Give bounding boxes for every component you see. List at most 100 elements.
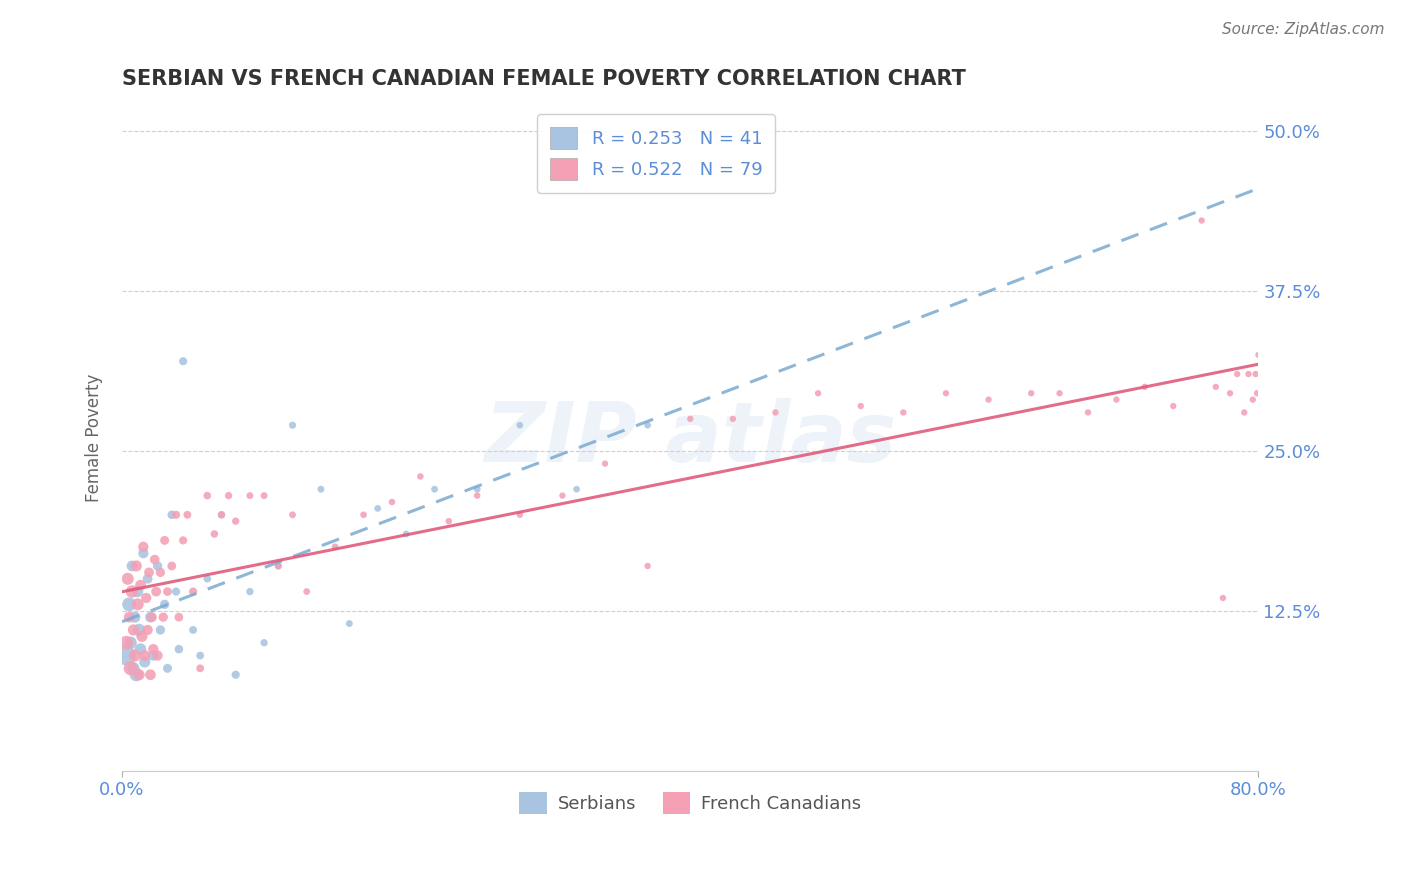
Point — [115, 636, 138, 650]
Point — [134, 655, 156, 669]
Point — [211, 508, 233, 522]
Point — [323, 540, 346, 554]
Point — [309, 482, 332, 496]
Point — [125, 667, 148, 681]
Point — [134, 648, 156, 663]
Point — [122, 661, 145, 675]
Point — [1244, 367, 1267, 381]
Point — [1191, 213, 1213, 227]
Point — [165, 508, 187, 522]
Point — [891, 405, 914, 419]
Point — [128, 623, 150, 637]
Point — [381, 495, 404, 509]
Point — [172, 354, 194, 368]
Point — [125, 558, 148, 573]
Point — [153, 533, 176, 548]
Point — [1212, 591, 1234, 605]
Point — [152, 610, 174, 624]
Point — [117, 572, 139, 586]
Point — [167, 642, 190, 657]
Point — [509, 508, 531, 522]
Point — [132, 546, 155, 560]
Point — [367, 501, 389, 516]
Point — [131, 629, 153, 643]
Point — [127, 584, 149, 599]
Point — [127, 598, 149, 612]
Point — [124, 648, 146, 663]
Point — [281, 418, 304, 433]
Point — [1247, 348, 1270, 362]
Point — [195, 489, 218, 503]
Point — [1105, 392, 1128, 407]
Point — [565, 482, 588, 496]
Point — [172, 533, 194, 548]
Point — [1241, 392, 1264, 407]
Point — [807, 386, 830, 401]
Point — [437, 514, 460, 528]
Point — [239, 489, 262, 503]
Point — [1219, 386, 1241, 401]
Point — [637, 558, 659, 573]
Point — [128, 667, 150, 681]
Point — [977, 392, 1000, 407]
Point — [141, 610, 163, 624]
Point — [181, 623, 204, 637]
Point — [160, 558, 183, 573]
Point — [132, 540, 155, 554]
Point — [637, 418, 659, 433]
Point — [143, 552, 166, 566]
Point — [153, 598, 176, 612]
Point — [138, 566, 160, 580]
Point — [593, 457, 616, 471]
Point — [253, 489, 276, 503]
Point — [721, 412, 744, 426]
Point — [267, 558, 290, 573]
Point — [465, 489, 488, 503]
Point — [149, 623, 172, 637]
Y-axis label: Female Poverty: Female Poverty — [86, 374, 103, 502]
Point — [120, 661, 142, 675]
Point — [409, 469, 432, 483]
Point — [195, 572, 218, 586]
Point — [167, 610, 190, 624]
Point — [551, 489, 574, 503]
Point — [160, 508, 183, 522]
Point — [135, 591, 157, 605]
Point — [139, 610, 162, 624]
Point — [202, 527, 225, 541]
Point — [1133, 380, 1156, 394]
Point — [1233, 405, 1256, 419]
Point — [139, 667, 162, 681]
Point — [1077, 405, 1099, 419]
Point — [765, 405, 787, 419]
Point — [115, 648, 138, 663]
Point — [142, 648, 165, 663]
Point — [188, 648, 211, 663]
Point — [145, 584, 167, 599]
Point — [267, 558, 290, 573]
Point — [679, 412, 702, 426]
Point — [465, 482, 488, 496]
Point — [142, 642, 165, 657]
Point — [225, 514, 247, 528]
Point — [176, 508, 198, 522]
Point — [149, 566, 172, 580]
Point — [118, 598, 141, 612]
Point — [1205, 380, 1227, 394]
Point — [1161, 399, 1184, 413]
Point — [239, 584, 262, 599]
Point — [129, 578, 152, 592]
Legend: Serbians, French Canadians: Serbians, French Canadians — [512, 785, 869, 822]
Point — [121, 558, 143, 573]
Point — [395, 527, 418, 541]
Point — [136, 572, 159, 586]
Point — [146, 648, 169, 663]
Point — [935, 386, 957, 401]
Point — [849, 399, 872, 413]
Text: ZIP atlas: ZIP atlas — [484, 398, 897, 478]
Point — [218, 489, 240, 503]
Point — [136, 623, 159, 637]
Point — [181, 584, 204, 599]
Point — [211, 508, 233, 522]
Text: SERBIAN VS FRENCH CANADIAN FEMALE POVERTY CORRELATION CHART: SERBIAN VS FRENCH CANADIAN FEMALE POVERT… — [122, 69, 966, 88]
